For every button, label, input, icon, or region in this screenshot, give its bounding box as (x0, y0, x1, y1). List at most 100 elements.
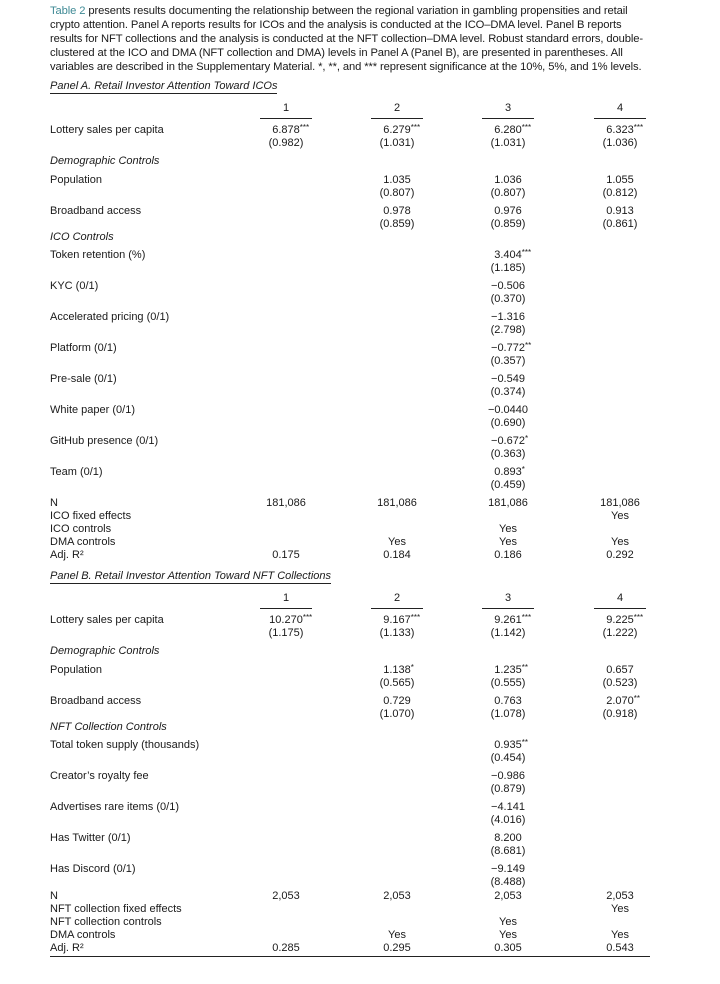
significance-stars: *** (633, 123, 644, 132)
table-cell: Yes (585, 510, 655, 523)
table-cell: −0.506 (0.370) (473, 280, 543, 306)
row-label: Accelerated pricing (0/1) (50, 311, 170, 323)
table-cell: 0.292 (585, 549, 655, 562)
table-cell: 181,086 (473, 497, 543, 510)
column-header: 3 (482, 102, 534, 119)
table-reference-link[interactable]: Table 2 (50, 5, 86, 17)
cell-value: Yes (388, 929, 406, 941)
coefficient: 10.270 *** (251, 613, 321, 627)
standard-error: (0.918) (602, 708, 638, 720)
table-cell: −0.986 (0.879) (473, 770, 543, 796)
coefficient: 0.935 ** (473, 738, 543, 752)
row-label: ICO Controls (50, 231, 114, 243)
row-label: Demographic Controls (50, 645, 160, 657)
cell-value: Yes (499, 536, 517, 548)
table-cell: Yes (473, 916, 543, 929)
table-row: Creator’s royalty fee −0.986 (0.879) (50, 770, 650, 801)
panel-title-text: Panel B. Retail Investor Attention Towar… (50, 570, 332, 584)
cell-value: Yes (388, 536, 406, 548)
table-cell: 9.225 *** (1.222) (585, 613, 655, 640)
table-cell: Yes (585, 536, 655, 549)
table-cell: 0.543 (585, 942, 655, 955)
coefficient-value: 6.279 *** (383, 123, 421, 136)
panel-a: Panel A. Retail Investor Attention Towar… (50, 78, 650, 562)
table-cell: 1.035 (0.807) (362, 174, 432, 200)
coefficient-value: 3.404 *** (494, 248, 532, 261)
coefficient: 6.323 *** (585, 123, 655, 137)
row-label: ICO fixed effects (50, 510, 132, 522)
coefficient: 6.280 *** (473, 123, 543, 137)
table-cell: Yes (473, 536, 543, 549)
cell-value: 2,053 (494, 890, 522, 902)
cell-value: 0.184 (383, 549, 411, 561)
coefficient-value: 1.138 * (383, 663, 414, 676)
coefficient-value: −0.986 (491, 770, 525, 782)
column-header: 4 (594, 592, 646, 609)
coefficient: −0.506 (473, 280, 543, 293)
table-row: White paper (0/1) −0.0440 (0.690) (50, 404, 650, 435)
cell-value: 2,053 (606, 890, 634, 902)
coefficient-value: 6.323 *** (606, 123, 644, 136)
row-label: Has Discord (0/1) (50, 863, 136, 875)
table-cell: 1.235 ** (0.555) (473, 663, 543, 690)
coefficient-value: 1.036 (494, 174, 522, 186)
significance-stars: *** (410, 123, 421, 132)
significance-stars: * (521, 465, 525, 474)
cell-value: 181,086 (488, 497, 528, 509)
standard-error: (0.807) (490, 187, 526, 199)
column-header: 3 (482, 592, 534, 609)
coefficient: −4.141 (473, 801, 543, 814)
significance-stars: ** (521, 738, 528, 747)
coefficient: 1.055 (585, 174, 655, 187)
table-row: DMA controls Yes Yes Yes (50, 929, 650, 942)
significance-stars: * (524, 434, 529, 443)
standard-error: (0.859) (490, 218, 526, 230)
coefficient: 1.138 * (362, 663, 432, 677)
table-row: Lottery sales per capita 10.270 *** (1.175)… (50, 613, 650, 645)
cell-value: 181,086 (377, 497, 417, 509)
table-cell: 181,086 (251, 497, 321, 510)
coefficient-value: −0.0440 (487, 404, 529, 416)
cell-value: 0.292 (606, 549, 634, 561)
table-cell: −4.141 (4.016) (473, 801, 543, 827)
table-cell: 10.270 *** (1.175) (251, 613, 321, 640)
coefficient-value: 10.270 *** (269, 613, 313, 626)
coefficient-value: 9.225 *** (606, 613, 644, 626)
section-header: NFT Collection Controls (50, 721, 650, 739)
significance-stars: ** (521, 663, 528, 672)
standard-error: (2.798) (490, 324, 526, 336)
standard-error: (0.859) (379, 218, 415, 230)
coefficient-value: 0.976 (494, 205, 522, 217)
coefficient: 1.235 ** (473, 663, 543, 677)
cell-value: 2,053 (272, 890, 300, 902)
table-cell: 0.976 (0.859) (473, 205, 543, 231)
standard-error: (1.070) (379, 708, 415, 720)
column-header: 2 (371, 102, 423, 119)
coefficient-value: −1.316 (491, 311, 525, 323)
table-cell: −9.149 (8.488) (473, 863, 543, 889)
coefficient-value: 0.913 (606, 205, 634, 217)
table-row: Population 1.138 * (0.565) 1.235 ** (0.555) 0.6… (50, 663, 650, 695)
cell-value: 181,086 (600, 497, 640, 509)
table-cell: 0.763 (1.078) (473, 695, 543, 721)
row-label: Population (50, 664, 102, 676)
coefficient-value: 8.200 (494, 832, 522, 844)
table-cell: 6.323 *** (1.036) (585, 123, 655, 150)
coefficient-value: 0.729 (383, 695, 411, 707)
table-cell: 9.167 *** (1.133) (362, 613, 432, 640)
standard-error: (1.175) (268, 627, 304, 639)
table-cell: 2,053 (362, 890, 432, 903)
coefficient: 0.657 (585, 664, 655, 677)
panel-title: Panel A. Retail Investor Attention Towar… (50, 78, 650, 94)
caption-text: presents results documenting the relatio… (50, 5, 644, 73)
table-row: Platform (0/1) −0.772 ** (0.357) (50, 341, 650, 373)
standard-error: (0.565) (379, 677, 415, 689)
standard-error: (0.374) (490, 386, 526, 398)
table-cell: Yes (585, 903, 655, 916)
coefficient-value: 0.978 (383, 205, 411, 217)
table-cell: 1.138 * (0.565) (362, 663, 432, 690)
table-cell: 0.935 ** (0.454) (473, 738, 543, 765)
table-cell: 0.184 (362, 549, 432, 562)
row-label: Adj. R² (50, 549, 84, 561)
coefficient-value: 9.261 *** (494, 613, 532, 626)
